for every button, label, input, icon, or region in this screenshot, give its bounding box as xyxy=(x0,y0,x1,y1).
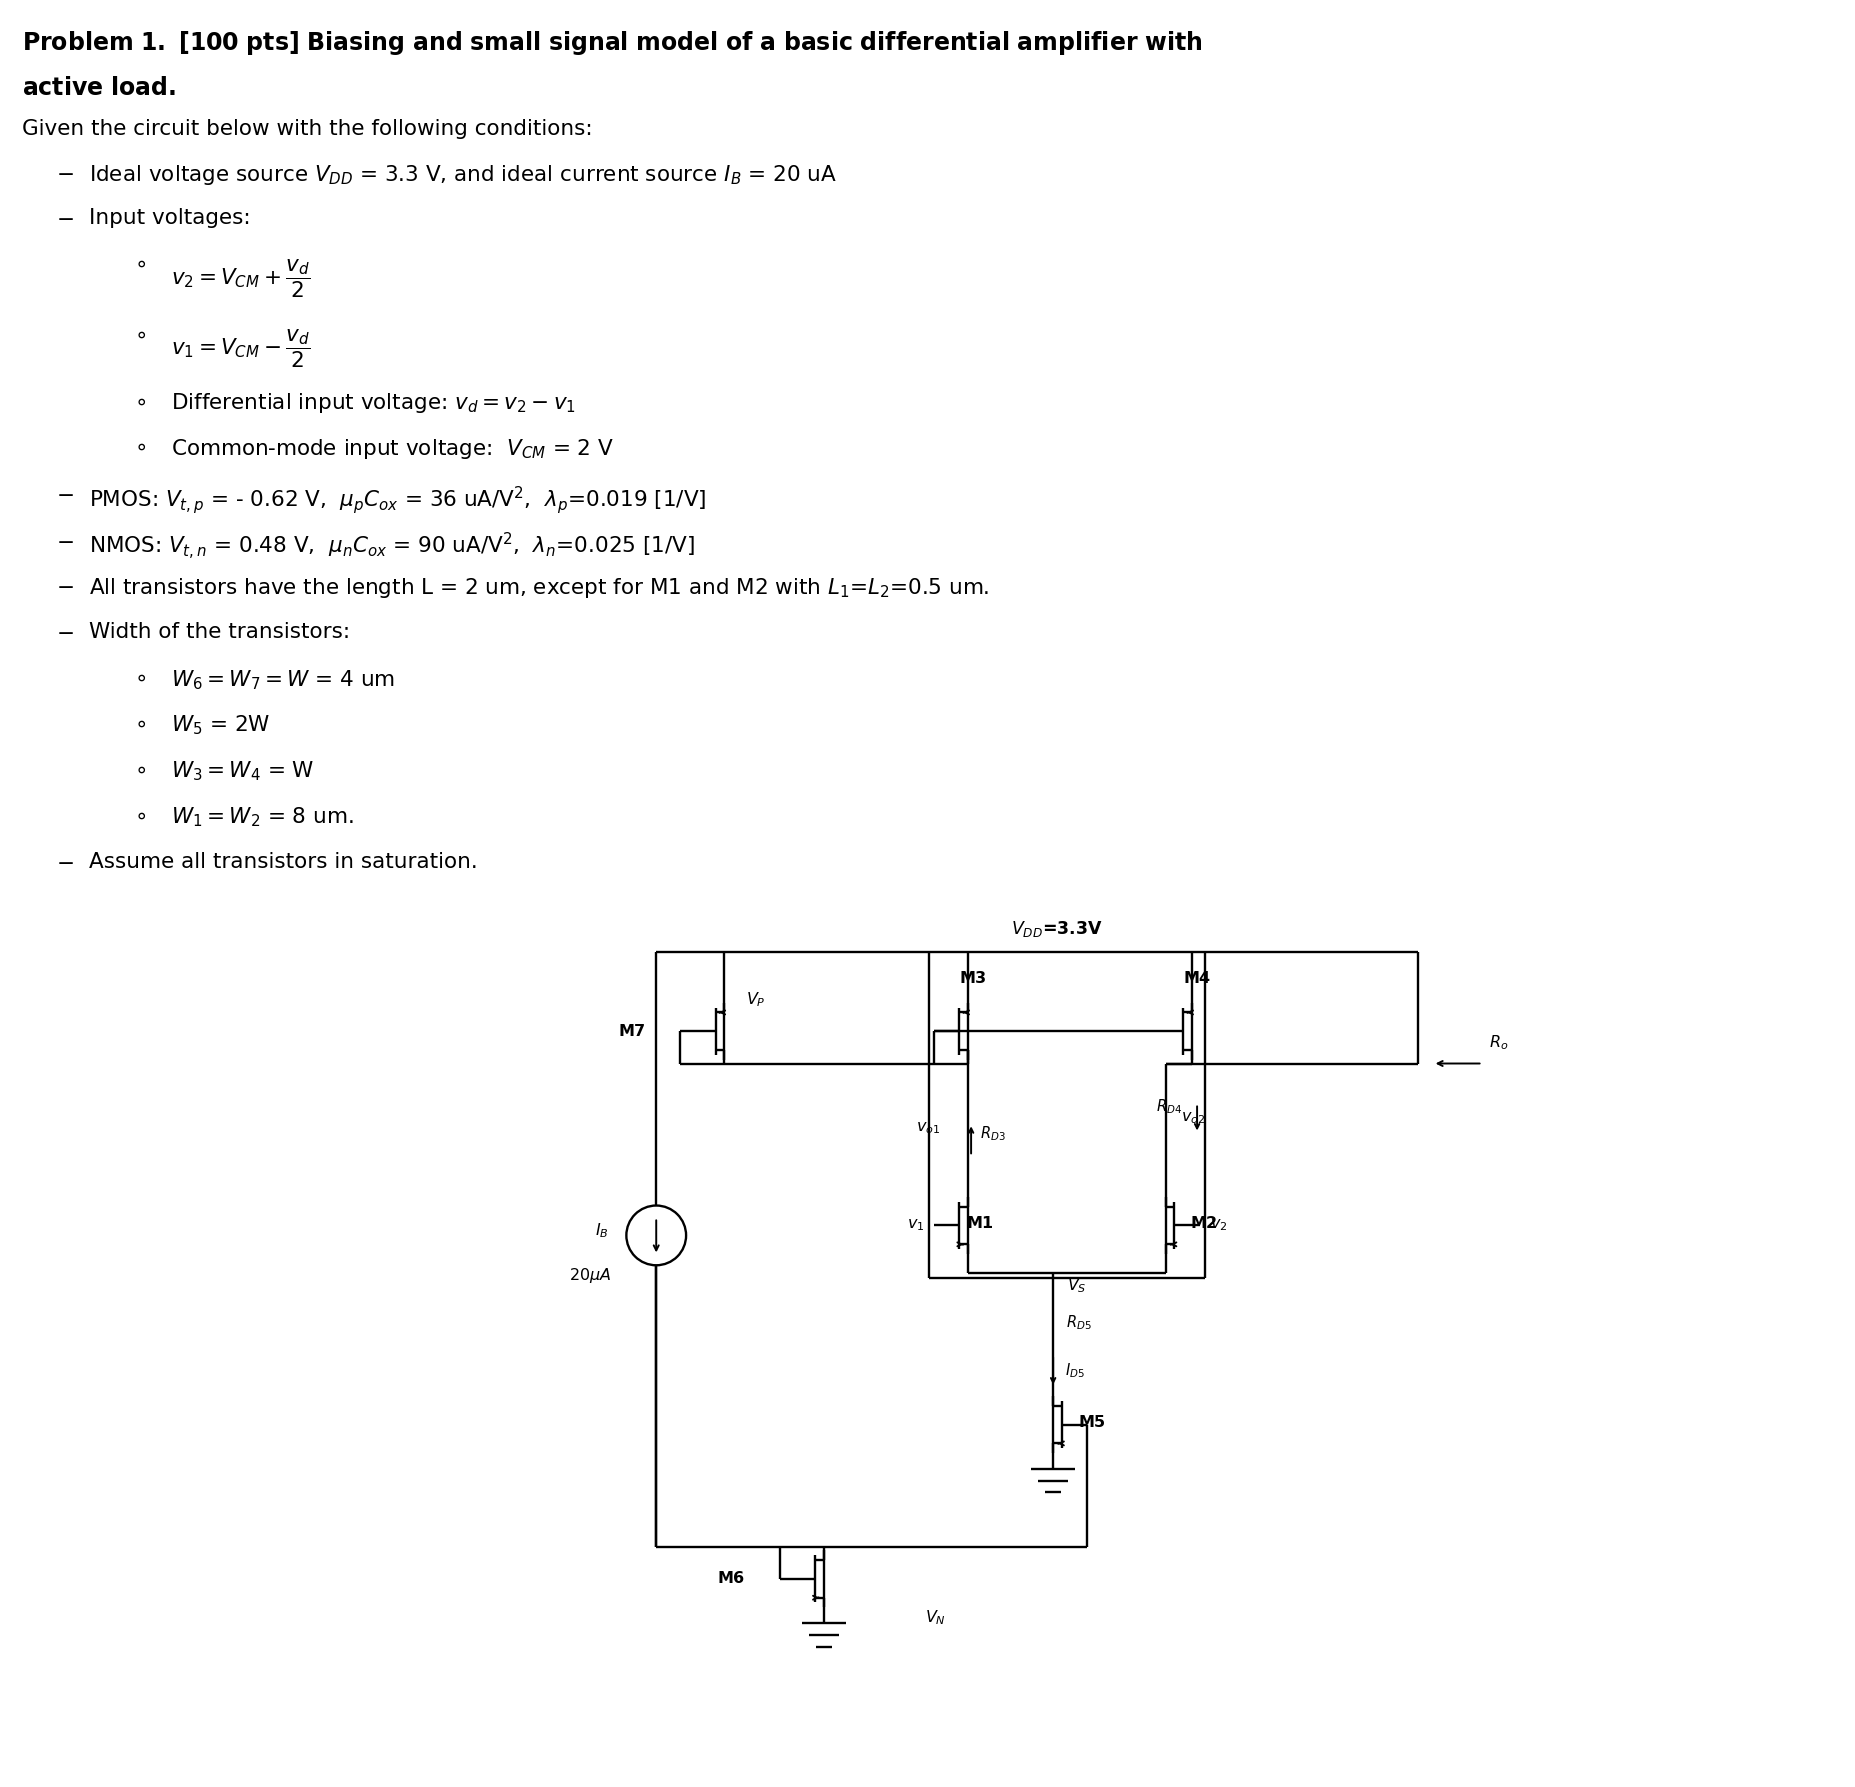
Text: NMOS: $V_{t,n}$ = 0.48 V,  $\mu_n C_{ox}$ = 90 uA/V$^2$,  $\lambda_n$=0.025 [1/V: NMOS: $V_{t,n}$ = 0.48 V, $\mu_n C_{ox}$… xyxy=(89,531,694,563)
Text: $-$: $-$ xyxy=(56,577,74,597)
Text: $I_{D5}$: $I_{D5}$ xyxy=(1065,1362,1085,1380)
Text: $V_S$: $V_S$ xyxy=(1067,1276,1085,1296)
Text: Input voltages:: Input voltages: xyxy=(89,209,250,229)
Text: $\circ$: $\circ$ xyxy=(134,668,145,688)
Text: $-$: $-$ xyxy=(56,484,74,504)
Text: M6: M6 xyxy=(718,1571,744,1587)
Text: $-$: $-$ xyxy=(56,622,74,642)
Text: $-$: $-$ xyxy=(56,163,74,184)
Text: $W_5$ = 2W: $W_5$ = 2W xyxy=(171,713,271,738)
Text: $\circ$: $\circ$ xyxy=(134,254,145,273)
Text: M7: M7 xyxy=(618,1024,646,1038)
Text: Assume all transistors in saturation.: Assume all transistors in saturation. xyxy=(89,852,477,872)
Text: $v_2$: $v_2$ xyxy=(1209,1217,1226,1233)
Text: $V_N$: $V_N$ xyxy=(924,1608,946,1628)
Text: Differential input voltage: $v_d = v_2 - v_1$: Differential input voltage: $v_d = v_2 -… xyxy=(171,391,577,415)
Text: Given the circuit below with the following conditions:: Given the circuit below with the followi… xyxy=(22,118,592,139)
Text: All transistors have the length L = 2 um, except for M1 and M2 with $L_1$=$L_2$=: All transistors have the length L = 2 um… xyxy=(89,577,989,600)
Text: $\circ$: $\circ$ xyxy=(134,759,145,779)
Text: Width of the transistors:: Width of the transistors: xyxy=(89,622,351,642)
Text: Common-mode input voltage:  $V_{CM}$ = 2 V: Common-mode input voltage: $V_{CM}$ = 2 … xyxy=(171,438,614,461)
Text: Ideal voltage source $V_{DD}$ = 3.3 V, and ideal current source $I_B$ = 20 uA: Ideal voltage source $V_{DD}$ = 3.3 V, a… xyxy=(89,163,837,188)
Text: $R_{D4}$: $R_{D4}$ xyxy=(1156,1097,1182,1115)
Text: M2: M2 xyxy=(1191,1215,1217,1231)
Text: $\circ$: $\circ$ xyxy=(134,806,145,826)
Text: $R_o$: $R_o$ xyxy=(1490,1033,1508,1051)
Text: M3: M3 xyxy=(959,972,987,986)
Text: $W_1 = W_2$ = 8 um.: $W_1 = W_2$ = 8 um. xyxy=(171,806,354,829)
Text: $\circ$: $\circ$ xyxy=(134,391,145,411)
Text: $V_P$: $V_P$ xyxy=(746,990,764,1010)
Text: $v_1$: $v_1$ xyxy=(907,1217,924,1233)
Text: PMOS: $V_{t,p}$ = - 0.62 V,  $\mu_p C_{ox}$ = 36 uA/V$^2$,  $\lambda_p$=0.019 [1: PMOS: $V_{t,p}$ = - 0.62 V, $\mu_p C_{ox… xyxy=(89,484,705,516)
Text: $\circ$: $\circ$ xyxy=(134,325,145,345)
Text: $v_{o1}$: $v_{o1}$ xyxy=(916,1120,940,1137)
Text: $-$: $-$ xyxy=(56,209,74,229)
Text: $W_6 = W_7 = W$ = 4 um: $W_6 = W_7 = W$ = 4 um xyxy=(171,668,395,692)
Text: $-$: $-$ xyxy=(56,531,74,550)
Text: $20\mu A$: $20\mu A$ xyxy=(569,1265,610,1285)
Text: $\mathbf{active\ load.}$: $\mathbf{active\ load.}$ xyxy=(22,75,176,100)
Text: $R_{D3}$: $R_{D3}$ xyxy=(979,1124,1005,1142)
Text: $v_{o2}$: $v_{o2}$ xyxy=(1180,1110,1204,1126)
Text: $\circ$: $\circ$ xyxy=(134,713,145,734)
Text: $R_{D5}$: $R_{D5}$ xyxy=(1065,1313,1091,1331)
Text: M5: M5 xyxy=(1078,1415,1106,1430)
Text: $\circ$: $\circ$ xyxy=(134,438,145,457)
Text: $\mathbf{Problem\ 1.\ [100\ pts]\ Biasing\ and\ small\ signal\ model\ of\ a\ bas: $\mathbf{Problem\ 1.\ [100\ pts]\ Biasin… xyxy=(22,29,1202,57)
Text: $W_3 = W_4$ = W: $W_3 = W_4$ = W xyxy=(171,759,315,783)
Text: $v_1 = V_{CM} - \dfrac{v_d}{2}$: $v_1 = V_{CM} - \dfrac{v_d}{2}$ xyxy=(171,327,310,370)
Text: $v_2 = V_{CM} + \dfrac{v_d}{2}$: $v_2 = V_{CM} + \dfrac{v_d}{2}$ xyxy=(171,257,310,300)
Text: $V_{DD}$=3.3V: $V_{DD}$=3.3V xyxy=(1011,919,1102,938)
Text: $-$: $-$ xyxy=(56,852,74,872)
Text: M1: M1 xyxy=(966,1215,994,1231)
Text: M4: M4 xyxy=(1183,972,1209,986)
Text: $I_B$: $I_B$ xyxy=(594,1221,608,1240)
